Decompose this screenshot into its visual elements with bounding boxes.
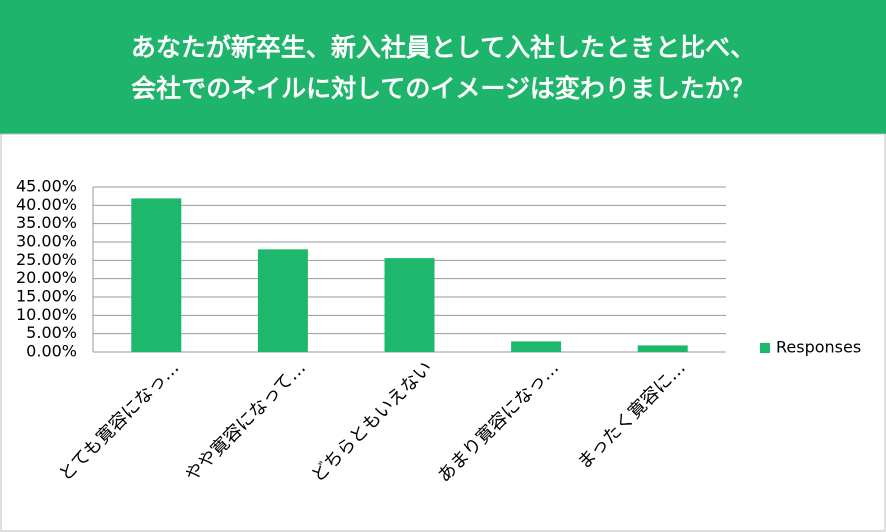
bar (511, 341, 562, 352)
bar (131, 198, 182, 352)
y-tick-label: 25.00% (16, 250, 77, 269)
y-tick-label: 0.00% (26, 342, 77, 361)
y-tick-label: 30.00% (16, 232, 77, 251)
y-tick-label: 45.00% (16, 177, 77, 196)
y-tick-label: 15.00% (16, 287, 77, 306)
legend-swatch (760, 343, 770, 353)
legend-label: Responses (776, 338, 861, 357)
bar (257, 249, 308, 352)
bar (637, 345, 688, 352)
y-tick-label: 35.00% (16, 213, 77, 232)
bar (384, 258, 435, 352)
y-tick-label: 5.00% (26, 323, 77, 342)
chart-title: あなたが新卒生、新入社員として入社したときと比べ、 (131, 33, 755, 62)
y-tick-label: 40.00% (16, 195, 77, 214)
y-tick-label: 20.00% (16, 268, 77, 287)
chart-title: 会社でのネイルに対してのイメージは変わりましたか？ (131, 74, 755, 103)
y-tick-label: 10.00% (16, 305, 77, 324)
header-band (0, 0, 886, 134)
